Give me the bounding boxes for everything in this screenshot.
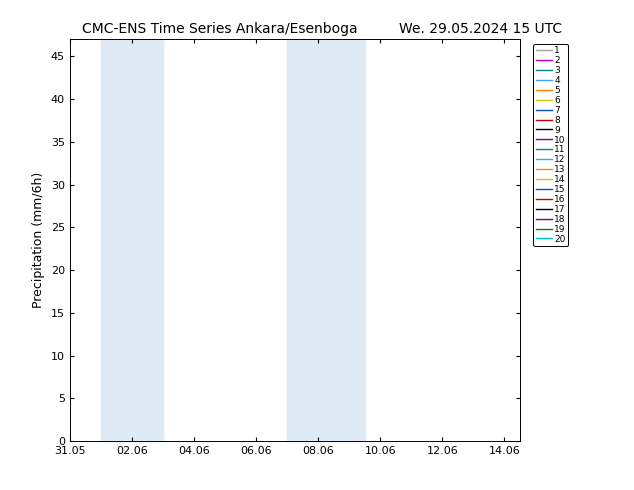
- Y-axis label: Precipitation (mm/6h): Precipitation (mm/6h): [32, 172, 45, 308]
- Bar: [101, 39, 163, 441]
- Text: We. 29.05.2024 15 UTC: We. 29.05.2024 15 UTC: [399, 22, 562, 36]
- Text: CMC-ENS Time Series Ankara/Esenboga: CMC-ENS Time Series Ankara/Esenboga: [82, 22, 358, 36]
- Legend: 1, 2, 3, 4, 5, 6, 7, 8, 9, 10, 11, 12, 13, 14, 15, 16, 17, 18, 19, 20: 1, 2, 3, 4, 5, 6, 7, 8, 9, 10, 11, 12, 1…: [533, 44, 568, 246]
- Bar: [287, 39, 365, 441]
